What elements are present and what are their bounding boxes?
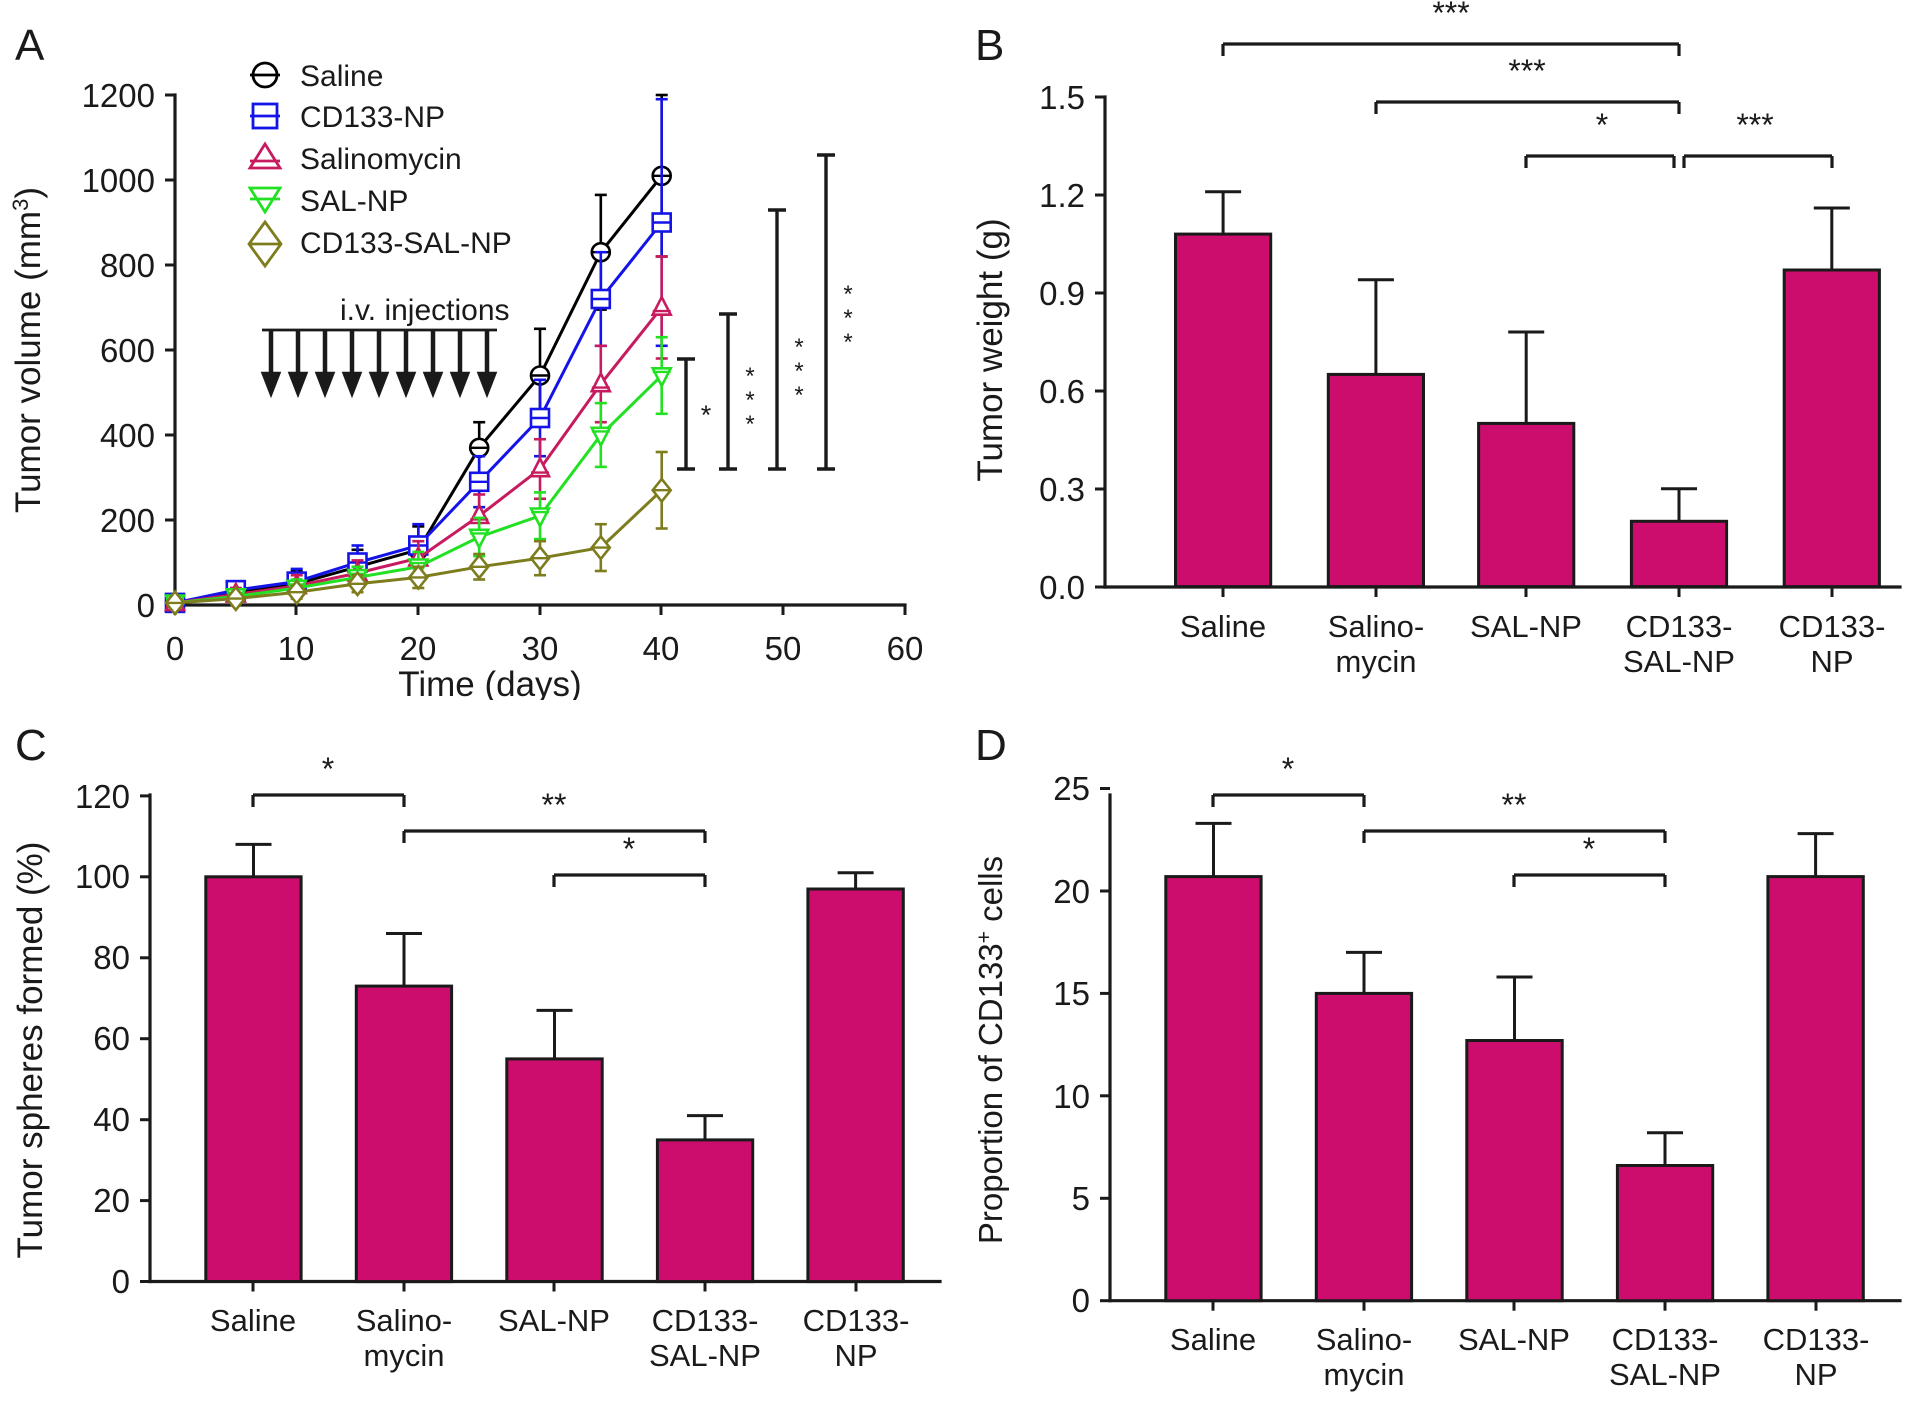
svg-text:CD133-: CD133- (803, 1303, 910, 1338)
svg-text:CD133-: CD133- (1763, 1322, 1870, 1357)
svg-text:1200: 1200 (82, 77, 155, 114)
svg-text:*: * (745, 387, 754, 414)
svg-text:15: 15 (1053, 975, 1090, 1012)
svg-text:**: ** (542, 787, 567, 823)
svg-text:60: 60 (93, 1020, 130, 1057)
svg-text:CD133-NP: CD133-NP (300, 101, 445, 134)
svg-text:***: *** (1432, 0, 1469, 31)
svg-text:mycin: mycin (1336, 644, 1417, 679)
svg-text:Proportion of CD133+ cells: Proportion of CD133+ cells (972, 856, 1009, 1244)
svg-text:0: 0 (137, 587, 155, 624)
svg-text:*: * (701, 400, 712, 430)
svg-text:***: *** (1508, 53, 1545, 89)
svg-text:C: C (15, 721, 47, 770)
svg-text:SAL-NP: SAL-NP (1458, 1322, 1570, 1357)
svg-text:CD133-: CD133- (1626, 609, 1733, 644)
svg-text:CD133-: CD133- (1612, 1322, 1719, 1357)
svg-text:600: 600 (100, 332, 155, 369)
svg-text:20: 20 (93, 1182, 130, 1219)
svg-text:*: * (1596, 107, 1608, 143)
svg-text:1000: 1000 (82, 162, 155, 199)
svg-text:Tumor weight (g): Tumor weight (g) (971, 218, 1010, 481)
svg-text:SAL-NP: SAL-NP (649, 1338, 761, 1373)
svg-text:*: * (843, 305, 852, 332)
svg-text:Saline: Saline (210, 1303, 296, 1338)
svg-text:0: 0 (1072, 1282, 1090, 1319)
svg-text:Salinomycin: Salinomycin (300, 143, 462, 176)
svg-text:Salino-: Salino- (1316, 1322, 1413, 1357)
svg-text:10: 10 (278, 630, 315, 667)
svg-text:SAL-NP: SAL-NP (1609, 1357, 1721, 1392)
svg-text:80: 80 (93, 939, 130, 976)
svg-text:*: * (843, 329, 852, 356)
svg-text:Saline: Saline (300, 60, 383, 93)
svg-text:0.6: 0.6 (1039, 373, 1085, 410)
svg-text:*: * (623, 831, 635, 867)
svg-text:25: 25 (1053, 770, 1090, 807)
svg-text:NP: NP (1810, 644, 1853, 679)
svg-text:NP: NP (834, 1338, 877, 1373)
svg-text:mycin: mycin (1324, 1357, 1405, 1392)
svg-text:0: 0 (166, 630, 184, 667)
svg-text:*: * (794, 358, 803, 385)
svg-text:SAL-NP: SAL-NP (1623, 644, 1735, 679)
svg-text:30: 30 (522, 630, 559, 667)
svg-text:***: *** (1736, 107, 1773, 143)
svg-text:50: 50 (765, 630, 802, 667)
svg-text:Salino-: Salino- (1328, 609, 1425, 644)
svg-text:40: 40 (93, 1101, 130, 1138)
svg-text:B: B (975, 21, 1004, 70)
svg-text:0.0: 0.0 (1039, 569, 1085, 606)
svg-text:i.v. injections: i.v. injections (340, 294, 510, 327)
svg-text:800: 800 (100, 247, 155, 284)
svg-text:Saline: Saline (1170, 1322, 1256, 1357)
svg-text:CD133-: CD133- (652, 1303, 759, 1338)
svg-text:*: * (322, 751, 334, 787)
svg-text:*: * (1583, 831, 1595, 867)
svg-text:Salino-: Salino- (356, 1303, 453, 1338)
svg-text:200: 200 (100, 502, 155, 539)
svg-text:NP: NP (1794, 1357, 1837, 1392)
svg-text:Saline: Saline (1180, 609, 1266, 644)
svg-text:1.5: 1.5 (1039, 79, 1085, 116)
svg-text:SAL-NP: SAL-NP (498, 1303, 610, 1338)
svg-text:100: 100 (75, 858, 130, 895)
svg-text:40: 40 (643, 630, 680, 667)
svg-text:A: A (15, 21, 45, 70)
svg-text:120: 120 (75, 778, 130, 815)
svg-text:60: 60 (887, 630, 924, 667)
svg-text:5: 5 (1072, 1180, 1090, 1217)
svg-text:CD133-: CD133- (1779, 609, 1886, 644)
svg-text:0.3: 0.3 (1039, 471, 1085, 508)
svg-text:400: 400 (100, 417, 155, 454)
svg-text:*: * (843, 281, 852, 308)
svg-text:20: 20 (1053, 873, 1090, 910)
svg-text:10: 10 (1053, 1078, 1090, 1115)
svg-text:SAL-NP: SAL-NP (300, 185, 408, 218)
svg-text:mycin: mycin (364, 1338, 445, 1373)
svg-text:20: 20 (400, 630, 437, 667)
svg-text:Tumor volume (mm3): Tumor volume (mm3) (8, 187, 49, 513)
svg-text:*: * (745, 411, 754, 438)
svg-text:0: 0 (112, 1263, 130, 1300)
svg-text:1.2: 1.2 (1039, 177, 1085, 214)
svg-text:*: * (745, 363, 754, 390)
svg-text:CD133-SAL-NP: CD133-SAL-NP (300, 227, 512, 260)
svg-text:*: * (1282, 751, 1294, 787)
svg-text:Tumor spheres formed (%): Tumor spheres formed (%) (11, 842, 50, 1259)
svg-text:SAL-NP: SAL-NP (1470, 609, 1582, 644)
svg-text:Time (days): Time (days) (398, 665, 581, 700)
svg-text:*: * (794, 334, 803, 361)
svg-text:0.9: 0.9 (1039, 275, 1085, 312)
svg-text:*: * (794, 382, 803, 409)
svg-text:D: D (975, 721, 1007, 770)
svg-text:**: ** (1502, 787, 1527, 823)
